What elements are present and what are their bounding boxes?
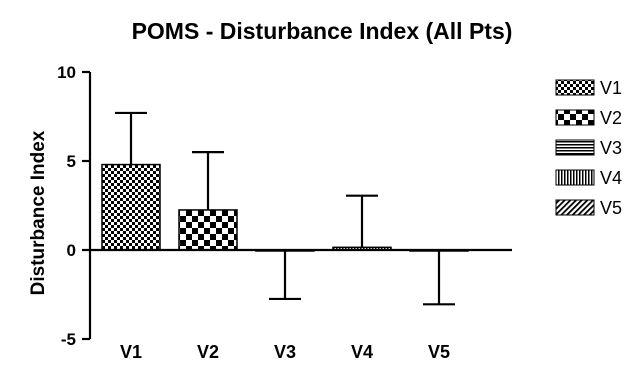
legend: V1 V2 V3 V4 V5 (555, 78, 622, 218)
y-tick-label--5: -5 (61, 330, 76, 349)
x-tick-label-v5: V5 (428, 342, 450, 362)
legend-label-v2: V2 (600, 108, 622, 128)
legend-swatch-v1 (555, 79, 595, 96)
legend-label-v3: V3 (600, 138, 622, 158)
y-tick-label-10: 10 (57, 63, 76, 82)
x-tick-label-v4: V4 (351, 342, 373, 362)
x-tick-label-v2: V2 (197, 342, 219, 362)
bar-v2 (178, 209, 238, 251)
legend-label-v4: V4 (600, 168, 622, 188)
legend-swatch-v5 (555, 199, 595, 216)
y-tick-label-5: 5 (67, 152, 76, 171)
axes: V1 V2 V3 V4 V5 -5 0 5 10 (57, 63, 512, 362)
legend-swatch-v2 (555, 109, 595, 126)
legend-swatch-v4 (555, 169, 595, 186)
x-tick-label-v1: V1 (120, 342, 142, 362)
legend-label-v1: V1 (600, 78, 622, 98)
legend-label-v5: V5 (600, 198, 622, 218)
y-axis-label: Disturbance Index (28, 130, 49, 295)
plot-area (101, 111, 469, 306)
y-tick-label-0: 0 (67, 241, 76, 260)
bar-v1 (101, 163, 161, 251)
legend-swatch-v3 (555, 139, 595, 156)
chart-title: POMS - Disturbance Index (All Pts) (132, 18, 513, 44)
x-tick-label-v3: V3 (274, 342, 296, 362)
